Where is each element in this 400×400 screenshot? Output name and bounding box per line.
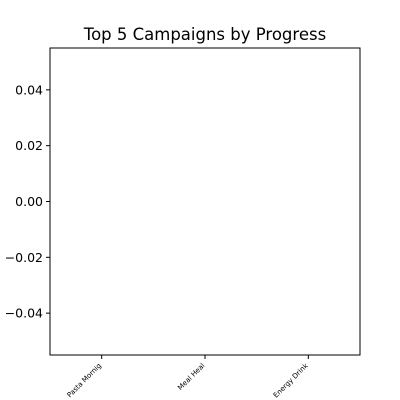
y-tick-label: 0.00 <box>15 194 43 209</box>
y-tick-label: −0.02 <box>5 250 43 265</box>
y-tick-label: 0.04 <box>15 82 43 97</box>
y-tick-label: −0.04 <box>5 306 43 321</box>
chart-title: Top 5 Campaigns by Progress <box>83 25 326 44</box>
y-tick-label: 0.02 <box>15 138 43 153</box>
